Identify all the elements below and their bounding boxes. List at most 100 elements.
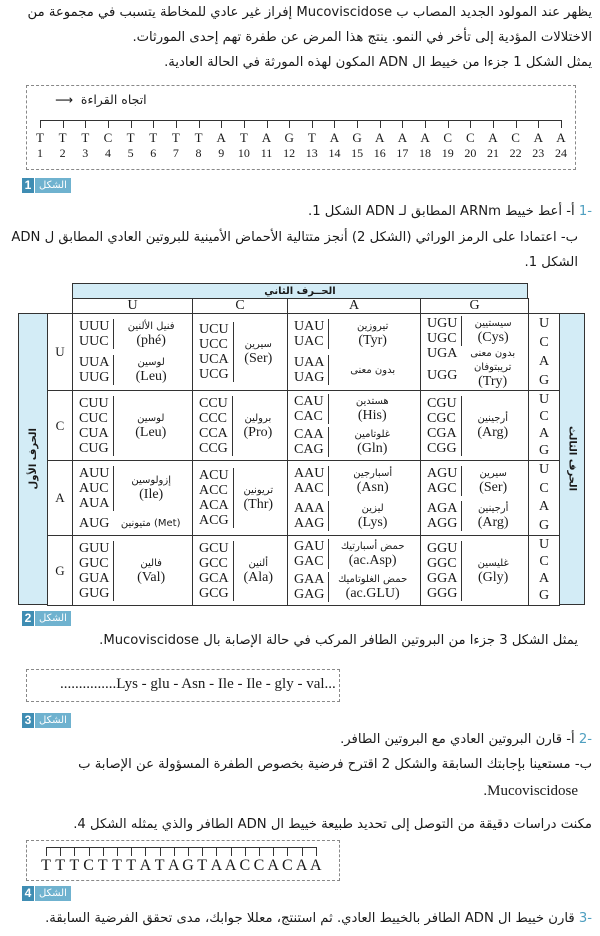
amino-acid-abbrev: (Asn) xyxy=(356,479,389,495)
amino-acid: غلوتامين (Gln) xyxy=(329,428,416,456)
nucleotide: A xyxy=(267,857,279,874)
codon: UUG xyxy=(79,370,110,385)
codon-group: GAU GAC حمض أسبارتيك (ac.Asp) xyxy=(294,539,416,570)
nucleotide-tick xyxy=(202,847,204,856)
nucleotide-position: 1 xyxy=(37,146,43,160)
codon: GAG xyxy=(294,586,325,602)
codon-list: UAU UAC xyxy=(294,319,330,349)
codon-list: AUG xyxy=(79,516,113,531)
codon-group: CUU CUC CUA CUG لوسين (Leu) xyxy=(79,395,188,456)
first-letter: C xyxy=(47,390,73,461)
nucleotide-position: 2 xyxy=(59,146,66,160)
amino-acid: إزولوسين (Ile) xyxy=(114,474,188,502)
codon-group: ACU ACC ACA ACG تريونين (Thr) xyxy=(199,468,283,528)
codon: ACA xyxy=(199,498,229,513)
figure-4-intro: مكنت دراسات دقيقة من التوصل إلى تحديد طب… xyxy=(73,817,592,832)
amino-acid: ألنين (Ala) xyxy=(234,557,283,585)
codon-group: CCU CCC CCA CCG برولين (Pro) xyxy=(199,395,283,456)
nucleotide-tick xyxy=(301,847,303,856)
q3-text: قارن خييط ال ADN الطافر بالخييط العادي. … xyxy=(45,911,575,926)
third-letter: A xyxy=(538,571,550,587)
amino-acid-name-ar: هستدين xyxy=(355,396,389,408)
nucleotide-tick xyxy=(46,847,47,856)
amino-acid: سيرين (Ser) xyxy=(462,467,524,495)
codon-group: UAU UAC تيروزين (Tyr) xyxy=(294,319,416,349)
amino-acid: غليسين (Gly) xyxy=(462,557,524,585)
arrow-right-icon: ⟶ xyxy=(55,92,73,107)
codon-list: CAU CAC xyxy=(294,394,329,425)
codon-group: GAA GAG حمض الغلوتاميك (ac.GLU) xyxy=(294,571,416,602)
amino-acid: حمض الغلوتاميك (ac.GLU) xyxy=(329,573,416,601)
nucleotide: C xyxy=(83,857,94,874)
codon: UUC xyxy=(79,334,109,349)
amino-acid-name-ar: ألنين xyxy=(248,557,269,569)
nucleotide: T xyxy=(126,857,137,874)
codon: CCA xyxy=(199,425,228,441)
nucleotide-tick xyxy=(85,120,87,128)
codon-cell: GAU GAC حمض أسبارتيك (ac.Asp) GAA GAG حمض الغل… xyxy=(287,535,421,606)
nucleotide-position: 3 xyxy=(82,146,89,160)
nucleotide: T xyxy=(69,857,80,874)
codon-group: GCU GCC GCA GCG ألنين (Ala) xyxy=(199,540,283,601)
genetic-code-table: الحــرف الثاني U C A G الحرف الأول الحرف الثال… xyxy=(18,283,585,606)
codon-group: UCU UCC UCA UCG سيرين (Ser) xyxy=(199,322,283,382)
codon: AGU xyxy=(427,465,458,481)
codon: AUG xyxy=(79,515,110,531)
nucleotide-tick xyxy=(117,847,118,856)
reading-direction-label: اتجاه القراءة xyxy=(80,92,147,107)
strand-backbone xyxy=(40,120,561,121)
nucleotide: T xyxy=(41,857,51,874)
codon-list: UUA UUG xyxy=(79,355,115,385)
codon-group: GGU GGC GGA GGG غليسين (Gly) xyxy=(427,540,524,601)
first-letter-label: الحرف الأول xyxy=(27,428,39,490)
amino-acid-abbrev: (His) xyxy=(357,408,387,424)
codon: CAU xyxy=(294,394,324,410)
codon: CGG xyxy=(427,440,457,456)
q2-b-cont: Mucoviscidose. xyxy=(483,783,578,799)
amino-acid: بدون معنى xyxy=(461,347,524,360)
nucleotide: G xyxy=(284,130,294,145)
nucleotide: A xyxy=(420,130,430,145)
amino-acid: متيونين (Met) xyxy=(113,517,188,530)
nucleotide: A xyxy=(329,130,340,145)
nucleotide-tick xyxy=(198,120,200,128)
figure-3-box xyxy=(26,669,340,702)
codon-group: UGA بدون معنى xyxy=(427,346,524,361)
amino-acid: ليزين (Lys) xyxy=(329,502,416,530)
codon-cell: AUU AUC AUA إزولوسين (Ile) AUG متيونين (Met) xyxy=(72,460,193,536)
amino-acid-name-ar: برولين xyxy=(244,412,272,424)
third-letter: G xyxy=(538,588,550,604)
amino-acid-name-ar: أرجينين xyxy=(477,412,509,424)
nucleotide: A xyxy=(216,130,226,145)
nucleotide: G xyxy=(182,857,194,874)
figure-4-box xyxy=(26,840,340,881)
codon: GAC xyxy=(294,554,324,570)
amino-acid-name-ar: أرجينين xyxy=(477,502,509,514)
nucleotide-position: 4 xyxy=(104,146,111,160)
codon-cell: UGU UGC سيستيين (Cys) UGA بدون معنى UGG تريبتوف… xyxy=(420,313,529,391)
codon: GCC xyxy=(199,555,228,571)
codon-group: CAA CAG غلوتامين (Gln) xyxy=(294,426,416,457)
codon-cell: UAU UAC تيروزين (Tyr) UAA UAG بدون معنى xyxy=(287,313,421,391)
q1-b-cont: الشكل 1. xyxy=(524,255,578,270)
codon-list: AAU AAC xyxy=(294,465,330,496)
nucleotide-tick xyxy=(153,120,155,128)
nucleotide-position: 15 xyxy=(351,146,364,160)
nucleotide-position: 23 xyxy=(532,146,545,160)
codon: AGC xyxy=(427,480,457,496)
nucleotide-position: 10 xyxy=(237,146,250,160)
codon-list: AUU AUC AUA xyxy=(79,465,115,511)
codon: AAU xyxy=(294,465,325,481)
nucleotide: A xyxy=(139,857,152,874)
codon-group: AGU AGC سيرين (Ser) xyxy=(427,465,524,496)
codon: UUU xyxy=(79,319,110,334)
third-letter: G xyxy=(538,443,550,459)
nucleotide: T xyxy=(126,130,135,145)
amino-acid-name-ar: ليزين xyxy=(361,502,384,514)
amino-acid: هستدين (His) xyxy=(329,395,416,423)
question-number: -3 xyxy=(578,911,592,926)
codon: CAA xyxy=(294,426,324,442)
figure-2-label: الشكل 2 xyxy=(22,611,71,626)
third-letter: C xyxy=(539,334,549,350)
